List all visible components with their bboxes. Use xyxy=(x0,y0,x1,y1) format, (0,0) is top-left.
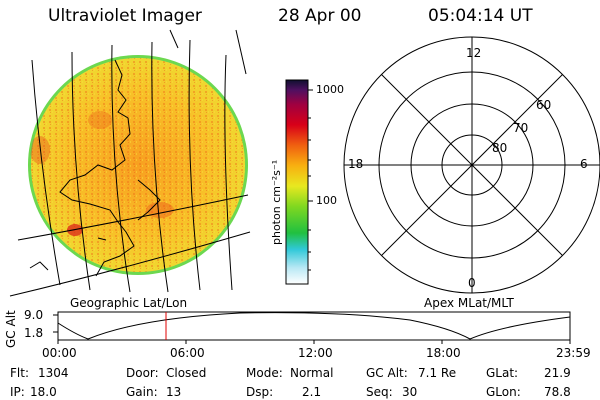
mlt-label-0: 0 xyxy=(468,276,476,290)
time-tick-1800: 18:00 xyxy=(426,346,461,360)
mlt-label-12: 12 xyxy=(466,46,482,60)
glat-label: GLat: xyxy=(486,366,519,380)
mode-label: Mode: xyxy=(246,366,283,380)
gain-label: Gain: xyxy=(126,385,158,399)
flight-value: 1304 xyxy=(38,366,69,380)
altitude-ytick-9: 9.0 xyxy=(24,308,44,322)
colorbar-tick-100: 100 xyxy=(316,194,337,207)
door-label: Door: xyxy=(126,366,159,380)
mlt-label-6: 6 xyxy=(580,157,588,171)
time-tick-1200: 12:00 xyxy=(298,346,333,360)
dsp-label: Dsp: xyxy=(246,385,274,399)
glon-label: GLon: xyxy=(486,385,521,399)
dsp-value: 2.1 xyxy=(302,385,322,399)
apex-coords-label: Apex MLat/MLT xyxy=(424,296,514,310)
lat-label-70: 70 xyxy=(513,121,529,135)
lat-label-60: 60 xyxy=(536,98,552,112)
altitude-curve xyxy=(57,312,571,340)
ip-label: IP: xyxy=(10,385,25,399)
time-tick-0600: 06:00 xyxy=(170,346,205,360)
door-value: Closed xyxy=(166,366,207,380)
altitude-ylabel: GC Alt xyxy=(4,310,18,348)
instrument-title: Ultraviolet Imager xyxy=(48,6,202,26)
colorbar xyxy=(285,79,313,285)
gc-alt-label: GC Alt: xyxy=(366,366,408,380)
geographic-coords-label: Geographic Lat/Lon xyxy=(70,296,188,310)
mode-value: Normal xyxy=(290,366,334,380)
coastlines xyxy=(29,59,161,277)
seq-value: 30 xyxy=(402,385,418,399)
mlt-label-18: 18 xyxy=(348,157,364,171)
time-tick-2359: 23:59 xyxy=(556,346,591,360)
lat-label-80: 80 xyxy=(492,141,508,155)
time-tick-0000: 00:00 xyxy=(42,346,77,360)
altitude-plot xyxy=(53,311,571,344)
seq-label: Seq: xyxy=(366,385,393,399)
colorbar-unit-label: photon cm⁻²s⁻¹ xyxy=(270,159,283,245)
altitude-ytick-1-8: 1.8 xyxy=(24,326,44,340)
flight-label: Flt: xyxy=(10,366,29,380)
geographic-grid xyxy=(9,29,251,297)
glat-value: 21.9 xyxy=(544,366,571,380)
polar-plot xyxy=(343,36,600,294)
gain-value: 13 xyxy=(166,385,182,399)
glon-value: 78.8 xyxy=(544,385,571,399)
ip-value: 18.0 xyxy=(30,385,57,399)
observation-time: 05:04:14 UT xyxy=(428,6,533,26)
colorbar-tick-1000: 1000 xyxy=(316,83,344,96)
observation-date: 28 Apr 00 xyxy=(278,6,362,26)
gc-alt-value: 7.1 Re xyxy=(418,366,457,380)
